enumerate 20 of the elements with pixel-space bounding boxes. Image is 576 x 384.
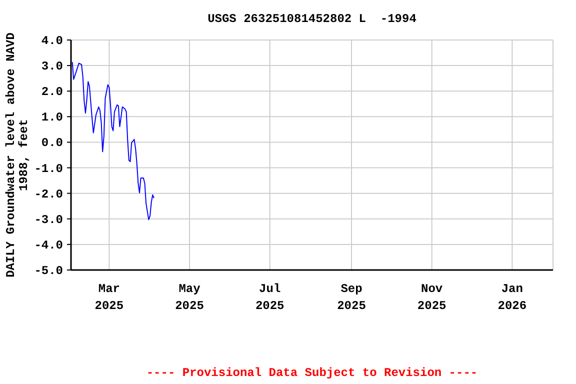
line-series: [72, 61, 154, 220]
y-tick-label: -4.0: [34, 238, 63, 252]
y-axis-title: DAILY Groundwater level above NAVD 1988, feet: [4, 32, 31, 278]
y-tick-label: 3.0: [41, 60, 63, 74]
x-tick-label: Jan 2026: [498, 282, 527, 313]
x-tick-label: Jul 2025: [255, 282, 284, 313]
x-tick-label: Mar 2025: [94, 282, 124, 313]
y-tick-label: -1.0: [34, 162, 63, 176]
y-tick-label: 4.0: [41, 34, 63, 48]
y-tick-label: 1.0: [41, 110, 63, 125]
y-tick-label: -5.0: [34, 264, 63, 278]
text: ---- Provisional Data Subject to Revision ----: [145, 366, 479, 380]
x-tick-label: Sep 2025: [337, 282, 366, 313]
y-tick-label: 2.0: [41, 85, 63, 100]
x-tick-label: May 2025: [175, 282, 204, 313]
y-tick-label: -2.0: [34, 187, 63, 202]
chart-title: USGS 263251081452802 L -1994: [206, 12, 418, 26]
x-tick-label: Nov 2025: [417, 282, 446, 313]
y-tick-label: 0.0: [41, 136, 63, 150]
y-tick-label: -3.0: [34, 212, 63, 227]
